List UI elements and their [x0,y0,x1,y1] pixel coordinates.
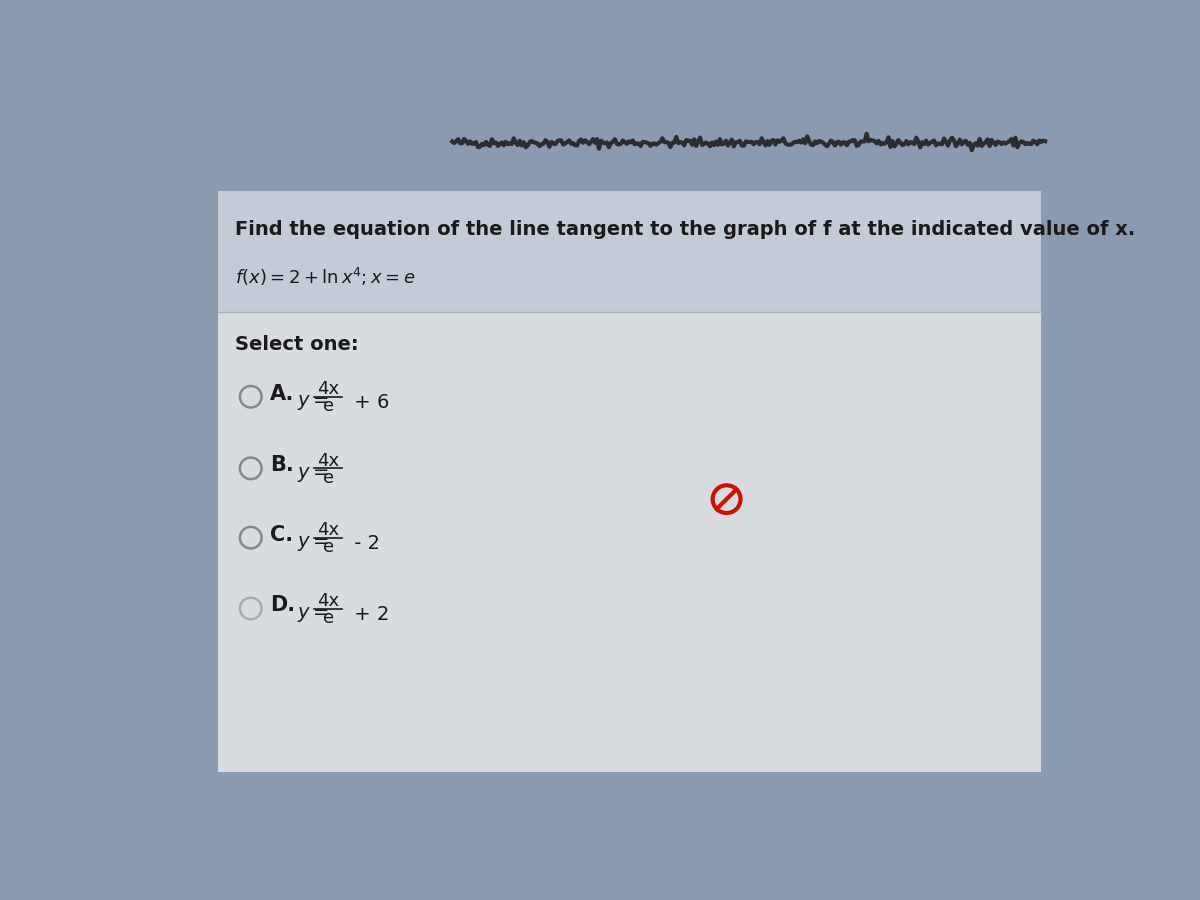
Text: - 2: - 2 [348,535,380,554]
Text: Find the equation of the line tangent to the graph of f at the indicated value o: Find the equation of the line tangent to… [235,220,1135,238]
Text: $y =$: $y =$ [298,393,330,412]
Text: + 6: + 6 [348,393,390,412]
Text: e: e [323,397,334,415]
Text: 4x: 4x [317,592,340,610]
Text: $y =$: $y =$ [298,465,330,484]
Text: D.: D. [270,596,295,616]
Bar [218,191,1042,312]
Text: 4x: 4x [317,452,340,470]
Text: 4x: 4x [317,380,340,398]
Text: e: e [323,538,334,556]
Text: $y =$: $y =$ [298,605,330,625]
Text: $y =$: $y =$ [298,535,330,554]
Text: B.: B. [270,455,294,475]
Text: + 2: + 2 [348,605,390,625]
Text: e: e [323,608,334,626]
Text: A.: A. [270,383,294,404]
Bar [218,312,1042,771]
Text: e: e [323,469,334,487]
Text: 4x: 4x [317,521,340,539]
Text: Select one:: Select one: [235,335,359,354]
Text: $f(x) = 2 + \ln x^4; x = e$: $f(x) = 2 + \ln x^4; x = e$ [235,266,416,288]
Text: C.: C. [270,525,293,544]
